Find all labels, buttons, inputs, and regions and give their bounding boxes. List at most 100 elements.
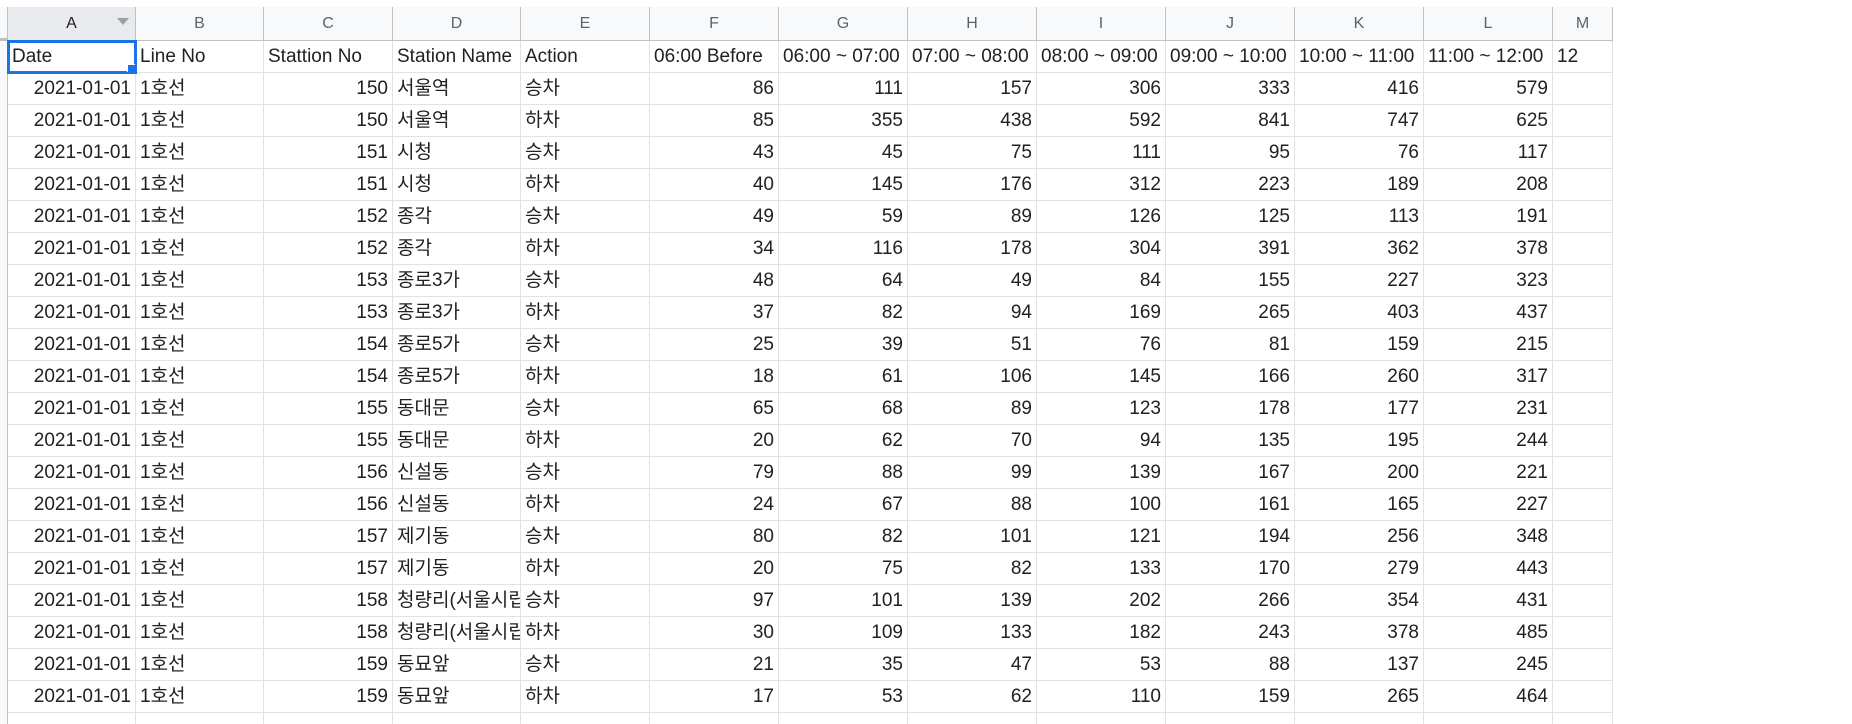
cell-empty[interactable] <box>521 713 650 724</box>
cell-e[interactable]: 하차 <box>521 553 650 585</box>
cell-h[interactable]: 88 <box>908 489 1037 521</box>
header-cell-h[interactable]: 07:00 ~ 08:00 <box>908 41 1037 73</box>
cell-a[interactable]: 2021-01-01 <box>8 585 136 617</box>
cell-k[interactable]: 76 <box>1295 137 1424 169</box>
cell-i[interactable]: 121 <box>1037 521 1166 553</box>
cell-m[interactable] <box>1553 681 1613 713</box>
header-cell-f[interactable]: 06:00 Before <box>650 41 779 73</box>
cell-m[interactable] <box>1553 617 1613 649</box>
cell-i[interactable]: 202 <box>1037 585 1166 617</box>
cell-e[interactable]: 하차 <box>521 233 650 265</box>
cell-a[interactable]: 2021-01-01 <box>8 169 136 201</box>
cell-c[interactable]: 152 <box>264 233 393 265</box>
header-cell-b[interactable]: Line No <box>136 41 264 73</box>
cell-m[interactable] <box>1553 393 1613 425</box>
cell-j[interactable]: 223 <box>1166 169 1295 201</box>
cell-a[interactable]: 2021-01-01 <box>8 265 136 297</box>
cell-g[interactable]: 145 <box>779 169 908 201</box>
cell-c[interactable]: 154 <box>264 361 393 393</box>
cell-m[interactable] <box>1553 265 1613 297</box>
cell-h[interactable]: 139 <box>908 585 1037 617</box>
cell-i[interactable]: 110 <box>1037 681 1166 713</box>
cell-b[interactable]: 1호선 <box>136 393 264 425</box>
cell-j[interactable]: 88 <box>1166 649 1295 681</box>
cell-b[interactable]: 1호선 <box>136 233 264 265</box>
column-header-i[interactable]: I <box>1037 7 1166 41</box>
cell-c[interactable]: 159 <box>264 681 393 713</box>
cell-a[interactable]: 2021-01-01 <box>8 361 136 393</box>
cell-d[interactable]: 종로3가 <box>393 297 521 329</box>
cell-g[interactable]: 59 <box>779 201 908 233</box>
cell-b[interactable]: 1호선 <box>136 425 264 457</box>
cell-m[interactable] <box>1553 169 1613 201</box>
cell-g[interactable]: 82 <box>779 297 908 329</box>
cell-j[interactable]: 135 <box>1166 425 1295 457</box>
cell-k[interactable]: 137 <box>1295 649 1424 681</box>
cell-m[interactable] <box>1553 329 1613 361</box>
cell-b[interactable]: 1호선 <box>136 457 264 489</box>
cell-empty[interactable] <box>1037 713 1166 724</box>
cell-l[interactable]: 117 <box>1424 137 1553 169</box>
cell-f[interactable]: 30 <box>650 617 779 649</box>
cell-m[interactable] <box>1553 649 1613 681</box>
cell-h[interactable]: 106 <box>908 361 1037 393</box>
cell-g[interactable]: 109 <box>779 617 908 649</box>
cell-m[interactable] <box>1553 553 1613 585</box>
cell-f[interactable]: 18 <box>650 361 779 393</box>
cell-c[interactable]: 156 <box>264 457 393 489</box>
cell-e[interactable]: 승차 <box>521 649 650 681</box>
cell-k[interactable]: 354 <box>1295 585 1424 617</box>
cell-i[interactable]: 592 <box>1037 105 1166 137</box>
cell-e[interactable]: 하차 <box>521 169 650 201</box>
cell-g[interactable]: 67 <box>779 489 908 521</box>
cell-g[interactable]: 68 <box>779 393 908 425</box>
column-header-b[interactable]: B <box>136 7 264 41</box>
cell-b[interactable]: 1호선 <box>136 489 264 521</box>
column-header-c[interactable]: C <box>264 7 393 41</box>
cell-a[interactable]: 2021-01-01 <box>8 329 136 361</box>
cell-m[interactable] <box>1553 521 1613 553</box>
cell-c[interactable]: 153 <box>264 265 393 297</box>
cell-l[interactable]: 323 <box>1424 265 1553 297</box>
cell-m[interactable] <box>1553 489 1613 521</box>
cell-b[interactable]: 1호선 <box>136 361 264 393</box>
cell-e[interactable]: 하차 <box>521 489 650 521</box>
cell-j[interactable]: 170 <box>1166 553 1295 585</box>
cell-a[interactable]: 2021-01-01 <box>8 617 136 649</box>
cell-j[interactable]: 333 <box>1166 73 1295 105</box>
cell-i[interactable]: 111 <box>1037 137 1166 169</box>
cell-l[interactable]: 625 <box>1424 105 1553 137</box>
cell-empty[interactable] <box>1553 713 1613 724</box>
cell-a[interactable]: 2021-01-01 <box>8 457 136 489</box>
cell-f[interactable]: 21 <box>650 649 779 681</box>
cell-g[interactable]: 82 <box>779 521 908 553</box>
cell-d[interactable]: 서울역 <box>393 105 521 137</box>
cell-g[interactable]: 111 <box>779 73 908 105</box>
cell-m[interactable] <box>1553 297 1613 329</box>
cell-b[interactable]: 1호선 <box>136 169 264 201</box>
cell-h[interactable]: 101 <box>908 521 1037 553</box>
cell-f[interactable]: 86 <box>650 73 779 105</box>
cell-i[interactable]: 53 <box>1037 649 1166 681</box>
cell-empty[interactable] <box>908 713 1037 724</box>
cell-e[interactable]: 승차 <box>521 137 650 169</box>
cell-empty[interactable] <box>1424 713 1553 724</box>
cell-d[interactable]: 동묘앞 <box>393 681 521 713</box>
header-cell-j[interactable]: 09:00 ~ 10:00 <box>1166 41 1295 73</box>
cell-e[interactable]: 승차 <box>521 393 650 425</box>
cell-i[interactable]: 145 <box>1037 361 1166 393</box>
cell-m[interactable] <box>1553 585 1613 617</box>
header-cell-c[interactable]: Stattion No <box>264 41 393 73</box>
header-cell-k[interactable]: 10:00 ~ 11:00 <box>1295 41 1424 73</box>
cell-a[interactable]: 2021-01-01 <box>8 553 136 585</box>
cell-j[interactable]: 243 <box>1166 617 1295 649</box>
cell-f[interactable]: 34 <box>650 233 779 265</box>
cell-f[interactable]: 24 <box>650 489 779 521</box>
cell-h[interactable]: 157 <box>908 73 1037 105</box>
cell-i[interactable]: 94 <box>1037 425 1166 457</box>
cell-c[interactable]: 153 <box>264 297 393 329</box>
cell-j[interactable]: 159 <box>1166 681 1295 713</box>
cell-d[interactable]: 종로5가 <box>393 361 521 393</box>
header-cell-g[interactable]: 06:00 ~ 07:00 <box>779 41 908 73</box>
